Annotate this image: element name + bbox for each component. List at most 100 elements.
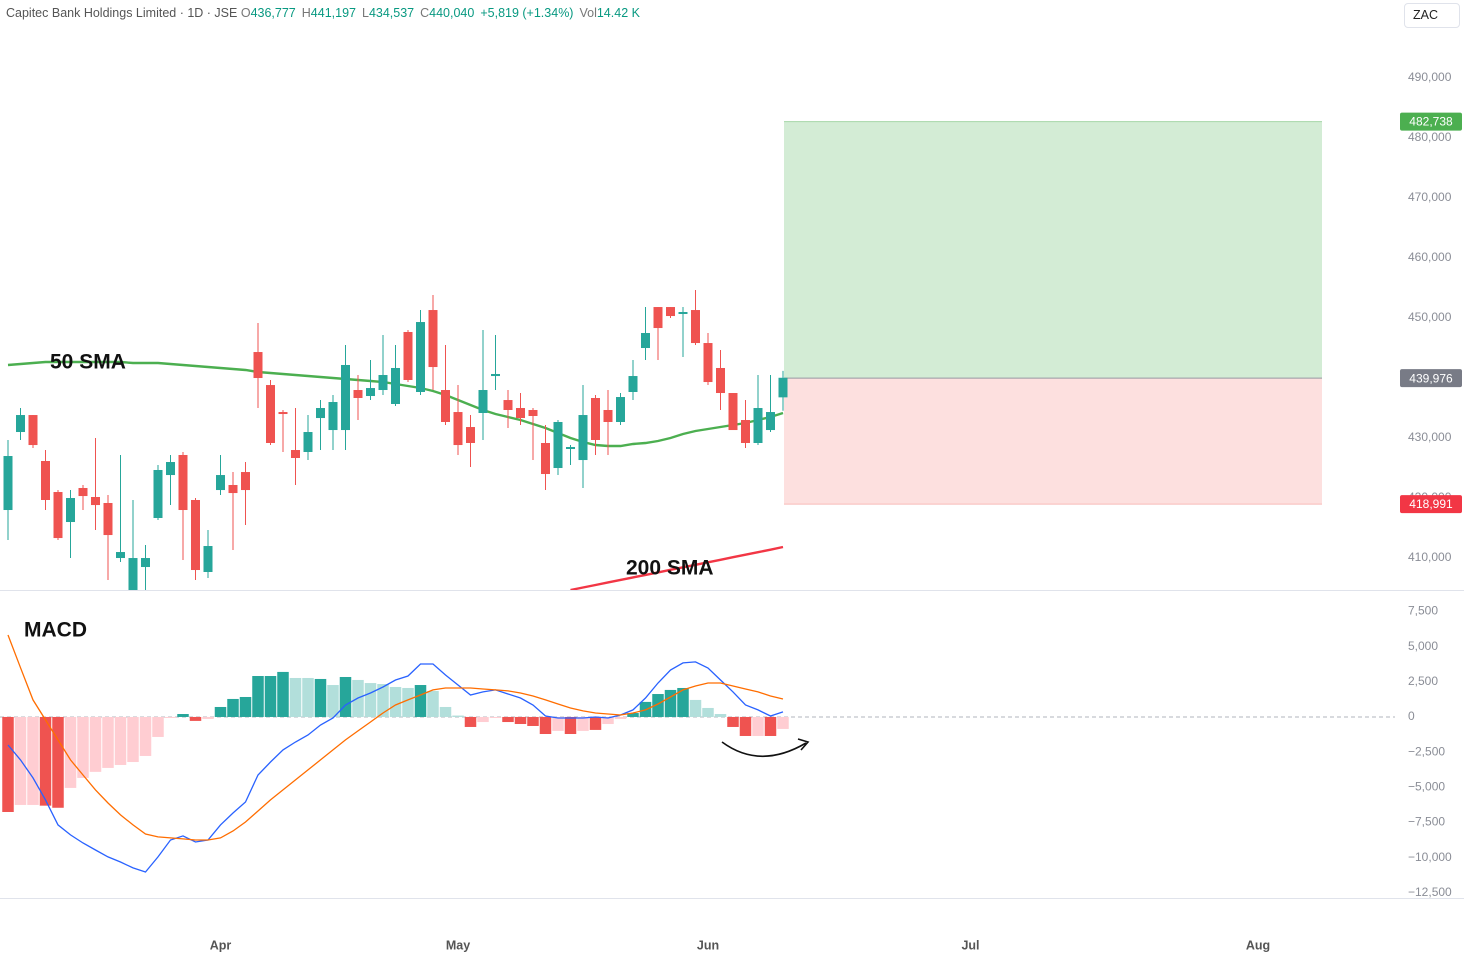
- y-tick-label: 450,000: [1408, 310, 1452, 324]
- candle-body: [466, 427, 475, 443]
- histogram-bar: [252, 676, 264, 717]
- candle-body: [403, 331, 413, 380]
- price-tag: [1400, 369, 1462, 388]
- histogram-bar: [377, 684, 389, 717]
- histogram-bar: [114, 716, 127, 765]
- price-tag-label: 418,991: [1409, 497, 1453, 511]
- candle-body: [541, 442, 550, 475]
- histogram-bar: [652, 694, 664, 717]
- candle-body: [641, 333, 650, 349]
- histogram-bar: [289, 677, 302, 717]
- candle-body: [503, 400, 513, 410]
- histogram-bar: [452, 715, 464, 717]
- candle-body: [516, 408, 525, 419]
- candle-body: [366, 388, 375, 397]
- histogram-bar: [127, 716, 139, 763]
- candle-body: [716, 367, 725, 394]
- open-label: O: [240, 6, 251, 20]
- histogram-bar: [139, 716, 152, 756]
- plot-area: [3, 121, 1322, 590]
- y-tick-label: 480,000: [1408, 130, 1452, 144]
- candle-body: [566, 447, 575, 449]
- currency-button[interactable]: ZAC: [1404, 3, 1460, 28]
- histogram-bar: [552, 716, 564, 731]
- candle-body: [316, 408, 325, 419]
- y-tick-label: 7,500: [1408, 604, 1438, 618]
- histogram-bar: [227, 698, 239, 717]
- histogram-bar: [302, 677, 314, 717]
- histogram-bar: [89, 716, 102, 772]
- candle-body: [66, 498, 75, 523]
- high-value: 441,197: [310, 6, 356, 20]
- histogram-bar: [52, 716, 64, 808]
- candle-body: [41, 460, 50, 500]
- histogram-bar: [314, 678, 327, 717]
- candle-body: [753, 408, 763, 443]
- x-tick-label: Apr: [210, 938, 232, 952]
- candle-body: [591, 397, 600, 440]
- candle-body: [91, 496, 100, 506]
- candle-body: [678, 312, 688, 314]
- candle-body: [78, 487, 88, 497]
- histogram-bar: [727, 716, 739, 727]
- histogram-bar: [2, 716, 14, 812]
- candle-body: [578, 415, 588, 461]
- y-tick-label: 410,000: [1408, 550, 1452, 564]
- histogram-bar: [389, 686, 402, 717]
- y-tick-label: −12,500: [1408, 885, 1452, 899]
- target-zone: [784, 121, 1322, 379]
- candle-body: [766, 412, 775, 431]
- candle-body: [103, 502, 113, 536]
- moving-average-line: [570, 545, 784, 590]
- candle-body: [228, 484, 238, 494]
- histogram-bar: [777, 716, 789, 729]
- candle-body: [441, 390, 450, 422]
- candle-body: [141, 558, 150, 568]
- y-tick-label: 0: [1408, 709, 1415, 723]
- open-value: 436,777: [250, 6, 296, 20]
- histogram-bar: [164, 716, 177, 718]
- candle-body: [778, 377, 788, 398]
- candle-body: [203, 546, 213, 572]
- candle-body: [453, 412, 463, 446]
- histogram-bar: [339, 676, 352, 717]
- candle-body: [178, 454, 188, 511]
- histogram-bar: [64, 716, 77, 788]
- candle-body: [291, 450, 300, 458]
- histogram-bar: [214, 706, 227, 717]
- histogram-bar: [202, 716, 214, 719]
- histogram-bar: [177, 714, 189, 717]
- histogram-bar: [739, 716, 752, 736]
- candle-body: [278, 412, 288, 415]
- pane-title: MACD: [24, 619, 87, 642]
- y-tick-label: −10,000: [1408, 850, 1452, 864]
- price-tag: [1400, 495, 1462, 514]
- y-tick-label: 2,500: [1408, 674, 1438, 688]
- histogram-bar: [264, 676, 277, 717]
- histogram-bar: [752, 716, 764, 736]
- histogram-bar: [277, 671, 289, 717]
- candle-body: [728, 393, 738, 431]
- candle-body: [341, 364, 350, 431]
- histogram-bar: [439, 706, 452, 717]
- y-tick-label: −2,500: [1408, 744, 1445, 758]
- x-tick-label: Jun: [697, 938, 719, 952]
- histogram-bar: [677, 687, 689, 717]
- candle-body: [253, 352, 263, 379]
- y-tick-label: 490,000: [1408, 70, 1452, 84]
- histogram-bar: [539, 716, 552, 735]
- histogram-bar: [27, 716, 39, 805]
- low-value: 434,537: [368, 6, 415, 20]
- candle-body: [391, 367, 400, 404]
- candle-body: [328, 402, 338, 431]
- histogram-bar: [39, 716, 52, 806]
- macd-line: [7, 634, 784, 841]
- candle-body: [241, 472, 250, 491]
- candle-body: [491, 373, 500, 377]
- histogram-bar: [77, 716, 89, 778]
- low-label: L: [361, 6, 369, 20]
- high-label: H: [301, 6, 311, 20]
- histogram-bar: [364, 683, 377, 717]
- histogram-bar: [189, 716, 202, 721]
